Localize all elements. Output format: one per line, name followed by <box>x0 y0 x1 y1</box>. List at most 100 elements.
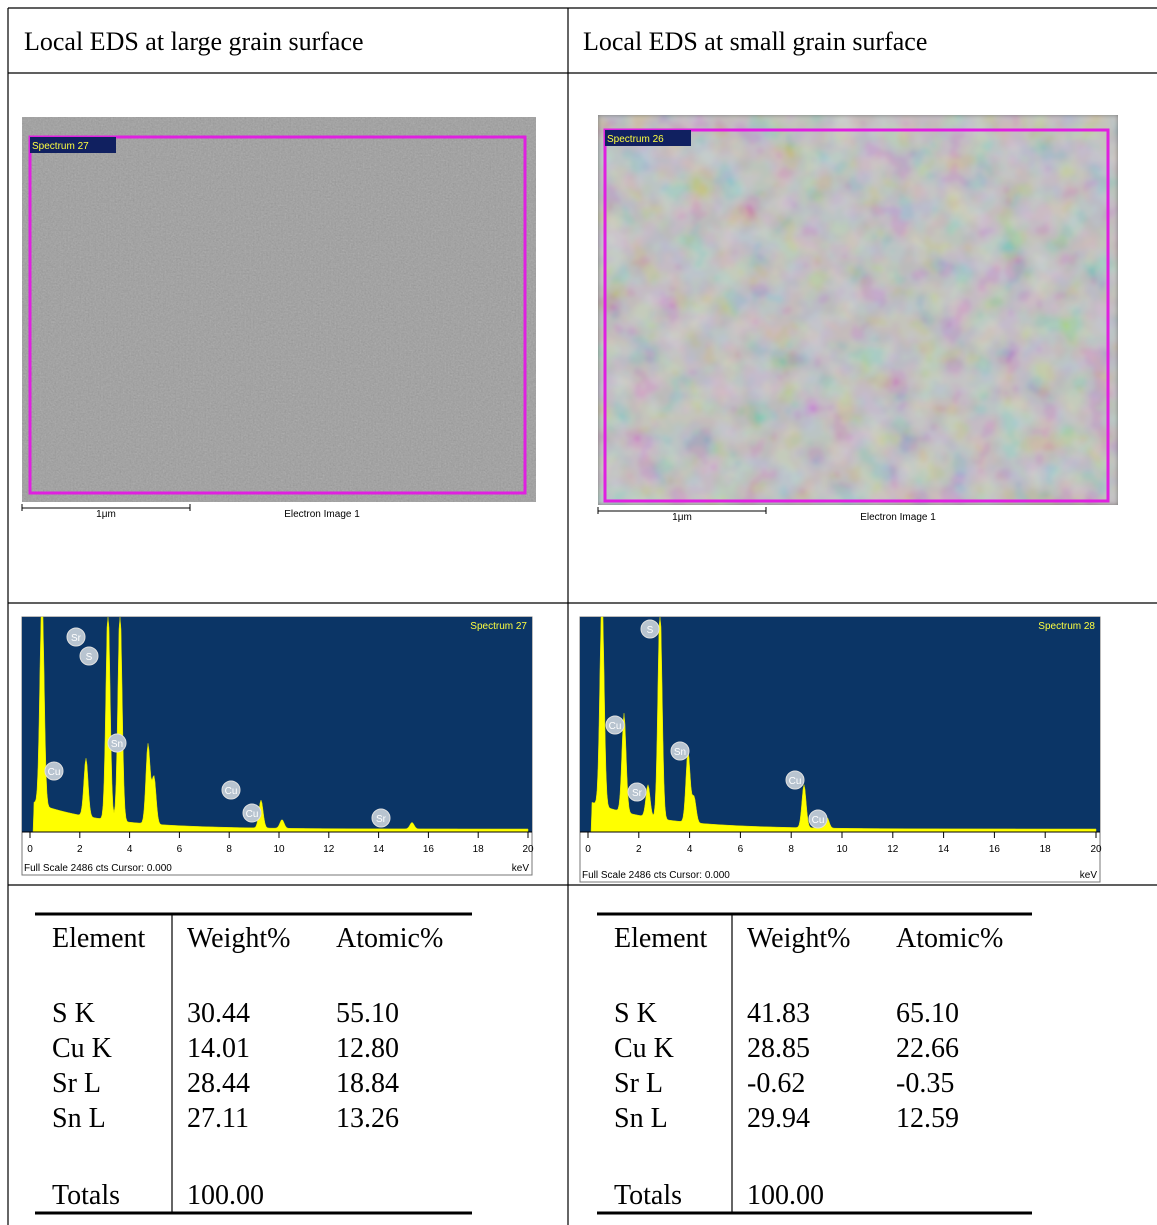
spectrum-plot <box>580 617 1100 832</box>
table-cell: Cu K <box>614 1033 674 1064</box>
spectrum-region <box>28 135 527 495</box>
peak-label-bg <box>371 808 391 828</box>
x-tick-label: 16 <box>989 844 1001 855</box>
peak-label: S <box>647 625 654 636</box>
table-cell: 28.44 <box>187 1068 250 1099</box>
image-label-bg <box>605 130 691 146</box>
peak-label-bg <box>785 770 805 790</box>
image-caption: Electron Image 1 <box>284 509 360 520</box>
x-tick-label: 2 <box>636 844 642 855</box>
scale-label: 1μm <box>672 512 692 523</box>
x-tick-label: 10 <box>273 844 285 855</box>
x-tick-label: 12 <box>887 844 899 855</box>
table-cell: -0.62 <box>747 1068 805 1099</box>
table-cell: 14.01 <box>187 1033 250 1064</box>
peak-label: Cu <box>246 809 259 820</box>
table-cell: Sn L <box>614 1103 668 1134</box>
spectrum-title: Spectrum 28 <box>1038 621 1095 632</box>
peak-label: Cu <box>609 721 622 732</box>
x-tick-label: 2 <box>77 844 83 855</box>
column-label: Element <box>52 923 146 954</box>
image-label: Spectrum 27 <box>32 141 89 152</box>
peak-label: Cu <box>812 815 825 826</box>
x-unit: keV <box>1080 870 1098 881</box>
peak-label: Sn <box>111 739 123 750</box>
table-cell: 12.59 <box>896 1103 959 1134</box>
column-header: Local EDS at small grain surface <box>583 27 927 56</box>
x-unit: keV <box>512 863 530 874</box>
table-cell: -0.35 <box>896 1068 954 1099</box>
peak-label-bg <box>808 809 828 829</box>
totals-cell: 100.00 <box>187 1180 264 1211</box>
peak-label-bg <box>640 619 660 639</box>
table-cell: S K <box>614 998 657 1029</box>
table-cell: S K <box>52 998 95 1029</box>
peak-label-bg <box>44 761 64 781</box>
peak-label-bg <box>221 780 241 800</box>
x-tick-label: 4 <box>687 844 693 855</box>
image-caption: Electron Image 1 <box>860 512 936 523</box>
image-label-bg <box>30 137 116 153</box>
column-label: Atomic% <box>336 923 443 954</box>
totals-cell: 100.00 <box>747 1180 824 1211</box>
peak-label-bg <box>242 803 262 823</box>
spectrum-footer: Full Scale 2486 cts Cursor: 0.000 <box>24 863 172 874</box>
peak-label-bg <box>627 782 647 802</box>
peak-label-bg <box>670 741 690 761</box>
totals-cell: Totals <box>52 1180 120 1211</box>
table-cell: 55.10 <box>336 998 399 1029</box>
column-label: Element <box>614 923 708 954</box>
peak-label-bg <box>66 627 86 647</box>
peak-label-bg <box>79 646 99 666</box>
sem-texture <box>598 115 1118 505</box>
peak-label-bg <box>605 715 625 735</box>
x-tick-label: 4 <box>127 844 133 855</box>
x-tick-label: 0 <box>585 844 591 855</box>
x-tick-label: 8 <box>226 844 232 855</box>
spectrum-title: Spectrum 27 <box>470 621 527 632</box>
table-cell: Sr L <box>614 1068 663 1099</box>
totals-cell: Totals <box>614 1180 682 1211</box>
peak-label: Cu <box>225 786 238 797</box>
table-cell: 13.26 <box>336 1103 399 1134</box>
column-label: Weight% <box>747 923 851 954</box>
x-tick-label: 8 <box>788 844 794 855</box>
table-grid <box>7 7 1157 1225</box>
table-cell: Sn L <box>52 1103 106 1134</box>
x-tick-label: 18 <box>1040 844 1052 855</box>
table-cell: 18.84 <box>336 1068 399 1099</box>
table-cell: Sr L <box>52 1068 101 1099</box>
image-label: Spectrum 26 <box>607 134 664 145</box>
column-label: Atomic% <box>896 923 1003 954</box>
x-tick-label: 16 <box>423 844 435 855</box>
column-header: Local EDS at large grain surface <box>24 27 364 56</box>
x-tick-label: 20 <box>522 844 534 855</box>
spectrum-region <box>603 128 1110 503</box>
peak-label: Cu <box>789 776 802 787</box>
spectrum-curve <box>588 616 1097 833</box>
x-tick-label: 6 <box>738 844 744 855</box>
x-tick-label: 12 <box>323 844 335 855</box>
table-cell: 30.44 <box>187 998 250 1029</box>
sem-texture <box>22 117 536 502</box>
table-cell: Cu K <box>52 1033 112 1064</box>
x-tick-label: 18 <box>473 844 485 855</box>
table-cell: 28.85 <box>747 1033 810 1064</box>
x-tick-label: 0 <box>27 844 33 855</box>
x-tick-label: 20 <box>1090 844 1102 855</box>
spectrum-plot <box>22 617 532 832</box>
table-cell: 22.66 <box>896 1033 959 1064</box>
spectrum-curve <box>30 616 529 833</box>
peak-label: Cu <box>48 767 61 778</box>
x-tick-label: 14 <box>938 844 950 855</box>
peak-label: Sr <box>376 814 387 825</box>
table-cell: 29.94 <box>747 1103 810 1134</box>
x-tick-label: 6 <box>177 844 183 855</box>
peak-label: Sn <box>674 747 686 758</box>
spectrum-footer: Full Scale 2486 cts Cursor: 0.000 <box>582 870 730 881</box>
x-tick-label: 10 <box>836 844 848 855</box>
scale-label: 1μm <box>96 509 116 520</box>
table-cell: 12.80 <box>336 1033 399 1064</box>
